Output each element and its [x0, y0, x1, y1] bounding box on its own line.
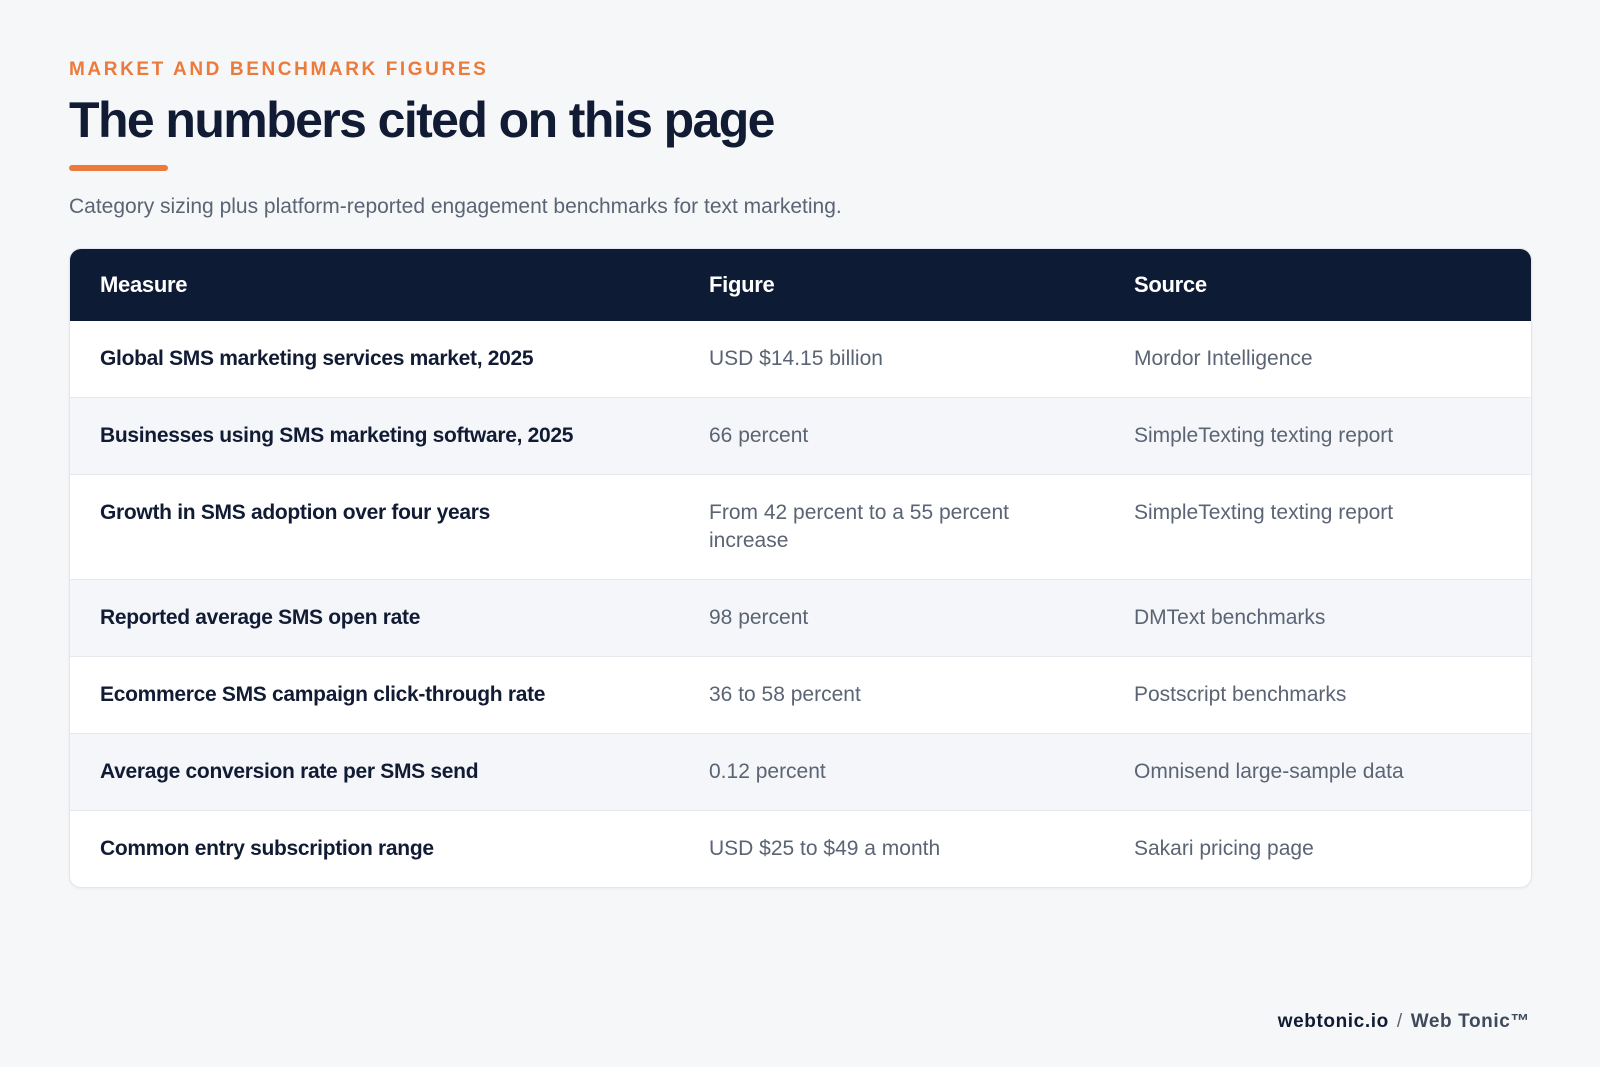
- source-cell: Mordor Intelligence: [1134, 347, 1313, 370]
- column-header-figure: Figure: [679, 249, 1104, 321]
- figure-cell: 36 to 58 percent: [679, 656, 1104, 734]
- source-cell: SimpleTexting texting report: [1104, 397, 1531, 475]
- header-section: MARKET AND BENCHMARK FIGURES The numbers…: [69, 56, 1530, 221]
- figure-cell: 98 percent: [679, 579, 1104, 657]
- table-row: Average conversion rate per SMS send 0.1…: [70, 733, 1531, 811]
- source-cell: DMText benchmarks: [1104, 579, 1531, 657]
- column-header-source: Source: [1104, 249, 1531, 321]
- measure-cell: Average conversion rate per SMS send: [70, 733, 679, 811]
- measure-cell: Common entry subscription range: [70, 810, 679, 887]
- table-row: Businesses using SMS marketing software,…: [70, 397, 1531, 475]
- table-row: Ecommerce SMS campaign click-through rat…: [70, 656, 1531, 734]
- page-subtitle: Category sizing plus platform-reported e…: [69, 195, 842, 218]
- figure-cell: USD $14.15 billion: [709, 347, 883, 370]
- footer-credit: webtonic.io / Web Tonic™: [1278, 1011, 1530, 1033]
- measure-cell: Global SMS marketing services market, 20…: [100, 347, 534, 370]
- accent-rule: [69, 165, 168, 171]
- eyebrow-label: MARKET AND BENCHMARK FIGURES: [69, 59, 489, 80]
- source-cell: Postscript benchmarks: [1104, 656, 1531, 734]
- table-header-row: Measure Figure Source: [70, 249, 1531, 321]
- source-cell: Sakari pricing page: [1104, 810, 1531, 887]
- source-cell: Omnisend large-sample data: [1104, 733, 1531, 811]
- table-row: Common entry subscription range USD $25 …: [70, 810, 1531, 887]
- table-row: Reported average SMS open rate 98 percen…: [70, 579, 1531, 657]
- measure-cell: Reported average SMS open rate: [70, 579, 679, 657]
- footer-brand: Web Tonic™: [1410, 1011, 1530, 1032]
- table-row: Growth in SMS adoption over four years F…: [70, 474, 1531, 580]
- measure-cell: Businesses using SMS marketing software,…: [70, 397, 679, 475]
- page-title: The numbers cited on this page: [69, 92, 775, 148]
- measure-cell: Growth in SMS adoption over four years: [70, 474, 679, 580]
- measure-cell: Ecommerce SMS campaign click-through rat…: [70, 656, 679, 734]
- source-cell: SimpleTexting texting report: [1104, 474, 1531, 580]
- figure-cell: From 42 percent to a 55 percent increase: [679, 474, 1104, 580]
- figure-cell: 66 percent: [679, 397, 1104, 475]
- figures-table: Measure Figure Source Global SMS marketi…: [70, 249, 1531, 887]
- figure-cell: USD $25 to $49 a month: [679, 810, 1104, 887]
- column-header-measure: Measure: [70, 249, 679, 321]
- footer-separator: /: [1396, 1011, 1403, 1032]
- figure-cell: 0.12 percent: [679, 733, 1104, 811]
- footer-domain: webtonic.io: [1277, 1011, 1389, 1032]
- figures-table-card: Measure Figure Source Global SMS marketi…: [69, 248, 1532, 888]
- table-row: Global SMS marketing services market, 20…: [70, 321, 1531, 398]
